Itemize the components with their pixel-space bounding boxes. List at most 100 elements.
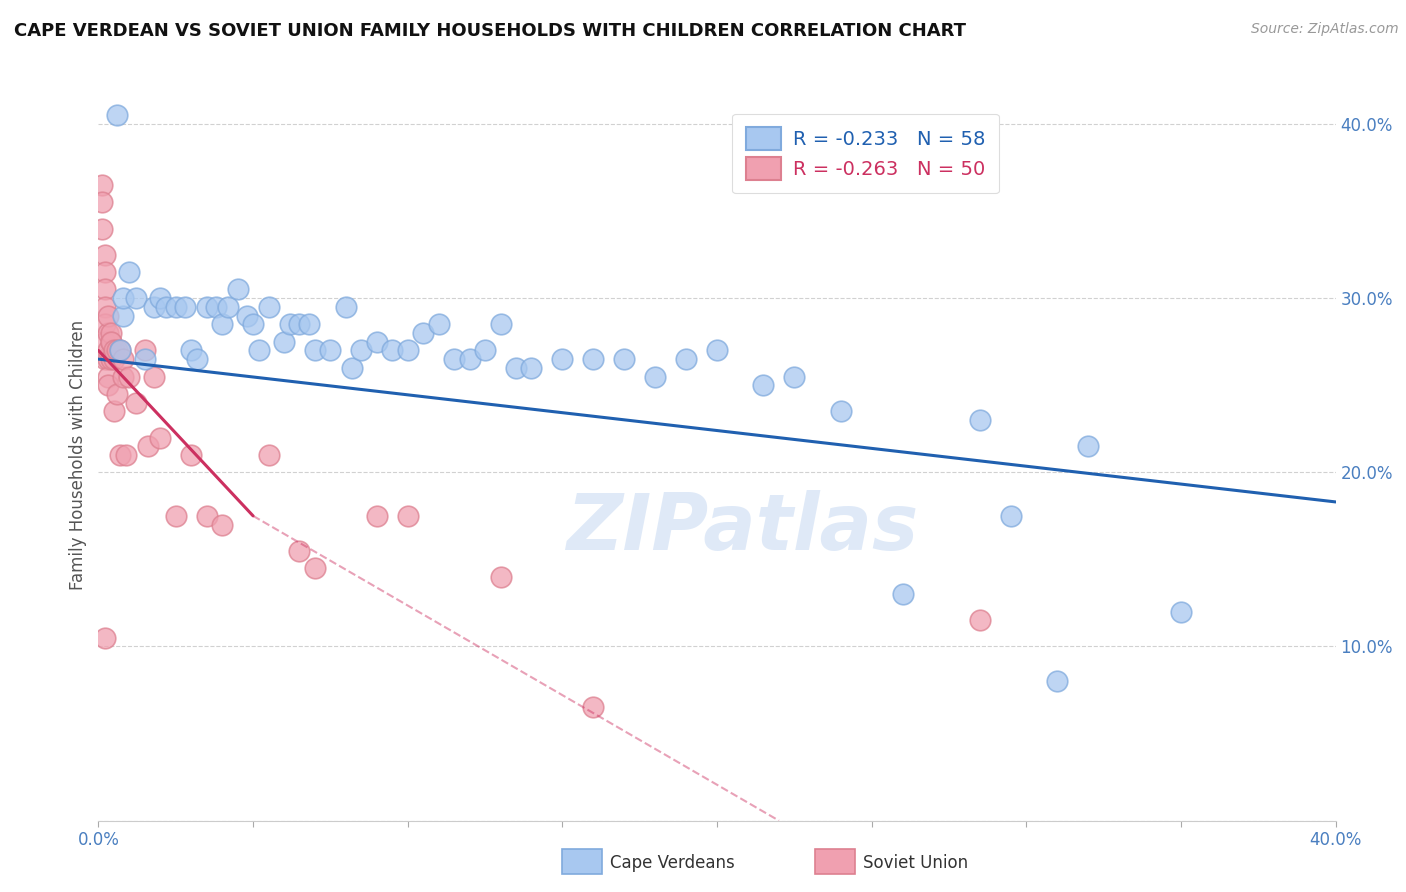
Point [105, 387, 128, 401]
Point [93, 352, 115, 367]
Point [1046, 674, 1069, 689]
Point [112, 291, 135, 305]
Point [891, 587, 914, 601]
Point [613, 352, 636, 367]
Point [103, 343, 125, 358]
Point [458, 352, 481, 367]
Point [97, 326, 120, 340]
Point [211, 517, 233, 532]
Point [143, 369, 166, 384]
Point [103, 352, 125, 367]
Point [242, 318, 264, 332]
Point [830, 404, 852, 418]
Point [97, 378, 120, 392]
Point [105, 108, 128, 122]
Text: Soviet Union: Soviet Union [863, 855, 969, 872]
Point [90, 195, 112, 210]
Point [115, 448, 138, 462]
Point [412, 326, 434, 340]
Point [180, 343, 202, 358]
Point [298, 318, 321, 332]
Point [427, 318, 450, 332]
Point [165, 300, 187, 314]
Point [136, 439, 159, 453]
Point [217, 300, 239, 314]
Point [1000, 508, 1022, 523]
Point [257, 300, 280, 314]
Point [93, 265, 115, 279]
Point [105, 343, 128, 358]
Point [165, 508, 187, 523]
Point [100, 334, 122, 349]
Point [396, 343, 419, 358]
Point [489, 570, 512, 584]
Point [108, 448, 131, 462]
Point [180, 448, 202, 462]
Point [366, 334, 388, 349]
Point [278, 318, 301, 332]
Point [112, 369, 135, 384]
Point [582, 352, 605, 367]
Point [108, 343, 131, 358]
Point [335, 300, 357, 314]
Point [706, 343, 728, 358]
Point [93, 631, 115, 645]
Point [100, 334, 122, 349]
Point [474, 343, 496, 358]
Point [97, 352, 120, 367]
Point [381, 343, 404, 358]
Point [1077, 439, 1099, 453]
Point [443, 352, 465, 367]
Point [226, 283, 249, 297]
Point [350, 343, 373, 358]
Point [118, 265, 141, 279]
Point [236, 309, 259, 323]
Point [783, 369, 806, 384]
Point [112, 309, 135, 323]
Point [97, 369, 120, 384]
Point [93, 283, 115, 297]
Point [1170, 605, 1192, 619]
Point [288, 318, 311, 332]
Point [551, 352, 574, 367]
Point [112, 352, 135, 367]
Point [211, 318, 233, 332]
Point [93, 247, 115, 261]
Point [505, 360, 527, 375]
Point [195, 508, 218, 523]
Point [675, 352, 697, 367]
Point [93, 300, 115, 314]
Point [97, 309, 120, 323]
Point [186, 352, 208, 367]
Y-axis label: Family Households with Children: Family Households with Children [69, 320, 87, 590]
Point [319, 343, 342, 358]
Point [90, 221, 112, 235]
Point [103, 404, 125, 418]
Point [124, 291, 146, 305]
Text: ZIPatlas: ZIPatlas [565, 490, 918, 566]
Point [340, 360, 363, 375]
Text: Source: ZipAtlas.com: Source: ZipAtlas.com [1251, 22, 1399, 37]
Point [100, 352, 122, 367]
Point [149, 430, 172, 444]
Point [205, 300, 228, 314]
Text: CAPE VERDEAN VS SOVIET UNION FAMILY HOUSEHOLDS WITH CHILDREN CORRELATION CHART: CAPE VERDEAN VS SOVIET UNION FAMILY HOUS… [14, 22, 966, 40]
Point [582, 700, 605, 714]
Point [143, 300, 166, 314]
Point [118, 369, 141, 384]
Point [644, 369, 666, 384]
Point [257, 448, 280, 462]
Point [273, 334, 295, 349]
Point [100, 326, 122, 340]
Legend: R = -0.233   N = 58, R = -0.263   N = 50: R = -0.233 N = 58, R = -0.263 N = 50 [733, 113, 998, 194]
Point [247, 343, 270, 358]
Text: Cape Verdeans: Cape Verdeans [610, 855, 735, 872]
Point [304, 561, 326, 575]
Point [195, 300, 218, 314]
Point [134, 343, 156, 358]
Point [149, 291, 172, 305]
Point [108, 343, 131, 358]
Point [174, 300, 197, 314]
Point [97, 343, 120, 358]
Point [93, 334, 115, 349]
